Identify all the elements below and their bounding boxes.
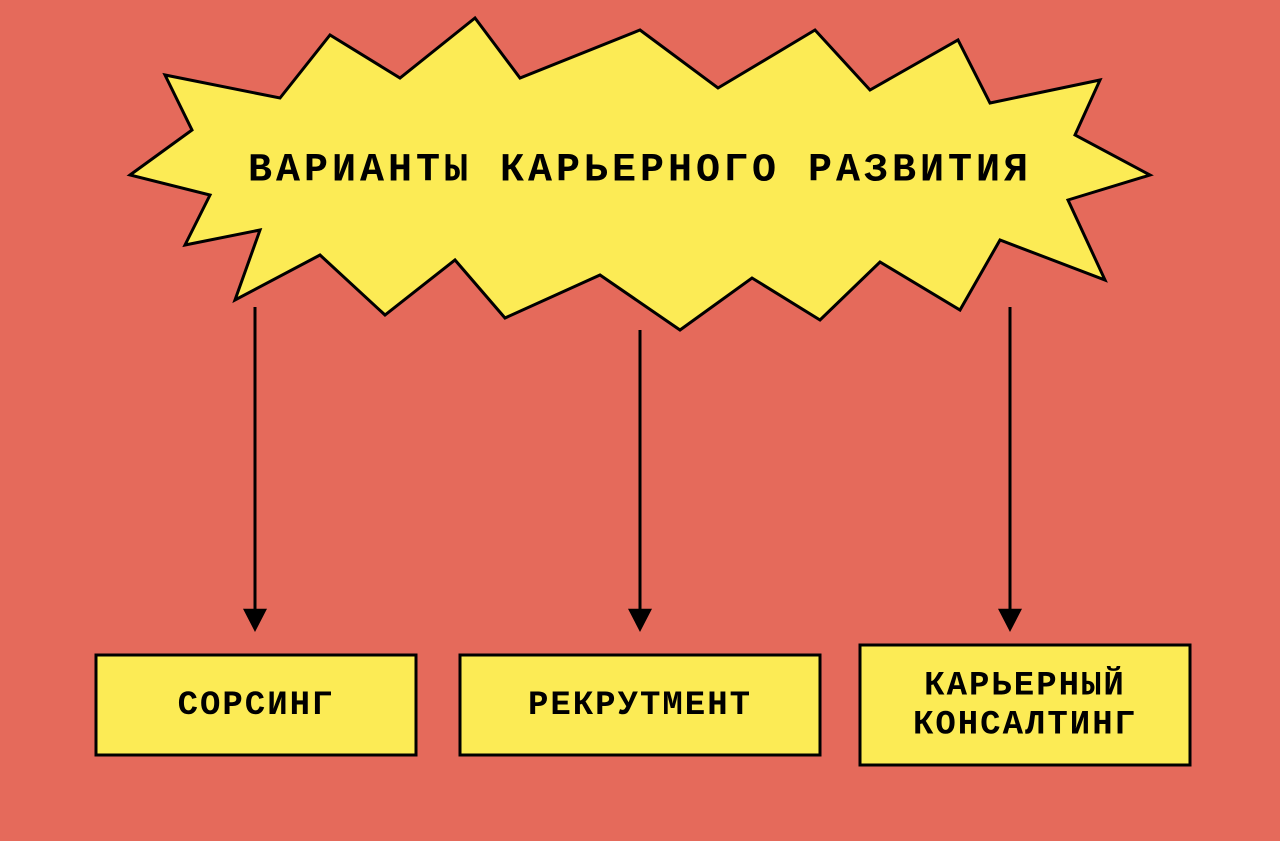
box-recruitment: РЕКРУТМЕНТ (460, 655, 820, 755)
box-sourcing: СОРСИНГ (96, 655, 416, 755)
box-career-consulting: КАРЬЕРНЫЙКОНСАЛТИНГ (860, 645, 1190, 765)
diagram-title: ВАРИАНТЫ КАРЬЕРНОГО РАЗВИТИЯ (248, 149, 1032, 194)
box-label-sourcing: СОРСИНГ (178, 687, 335, 725)
boxes-group: СОРСИНГ РЕКРУТМЕНТ КАРЬЕРНЫЙКОНСАЛТИНГ (96, 645, 1190, 765)
box-label-career-consulting-line0: КАРЬЕРНЫЙ (924, 666, 1126, 705)
diagram-canvas: ВАРИАНТЫ КАРЬЕРНОГО РАЗВИТИЯ СОРСИНГ РЕКР… (0, 0, 1280, 841)
box-label-career-consulting-line1: КОНСАЛТИНГ (913, 707, 1137, 745)
box-label-recruitment: РЕКРУТМЕНТ (528, 687, 752, 725)
